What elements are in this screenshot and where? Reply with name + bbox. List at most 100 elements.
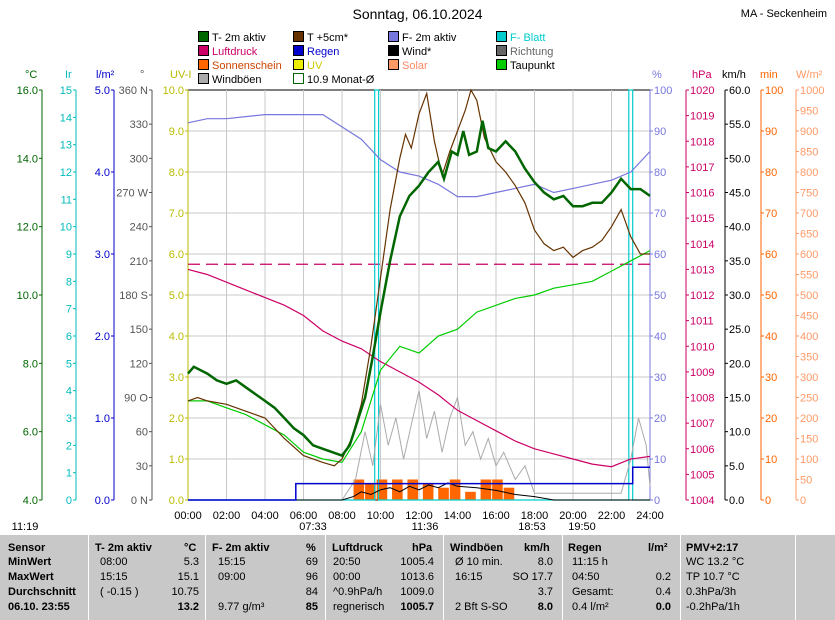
table-cell: 8.0 (537, 556, 553, 568)
legend-item: 10.9 Monat-Ø (293, 73, 374, 87)
axis-ir-unit: Ir (65, 69, 72, 81)
axis-solar-tick-label: 950 (800, 106, 818, 118)
table-cell: 0.2 (655, 571, 671, 583)
legend-swatch (293, 31, 304, 42)
axis-humidity-tick-label: 0 (654, 495, 660, 507)
axis-solar-tick-label: 300 (800, 372, 818, 384)
axis-solar-tick-label: 350 (800, 352, 818, 364)
axis-uv-unit: UV-I (170, 69, 191, 81)
legend-item: F- Blatt (496, 31, 545, 45)
axis-temp-tick-label: 4.0 (23, 495, 38, 507)
legend-swatch (198, 73, 209, 84)
axis-uv-tick-label: 7.0 (169, 208, 184, 220)
sunshine-bar (365, 483, 376, 500)
station-name: MA - Seckenheim (740, 8, 827, 20)
table-cell: 1009.0 (400, 586, 434, 598)
table-cell: TP 10.7 °C (686, 571, 740, 583)
legend-label: Windböen (212, 74, 262, 86)
legend-item: F- 2m aktiv (388, 31, 456, 45)
legend-swatch (388, 45, 399, 56)
weather-chart: 4.06.08.010.012.014.016.0°C0123456789101… (12, 69, 825, 533)
table-cell: Gesamt: (572, 586, 614, 598)
axis-direction-tick-label: 60 (136, 427, 148, 439)
axis-pressure-unit: hPa (692, 69, 712, 81)
table-cell: ( -0.15 ) (100, 586, 139, 598)
event-time-label: 11:36 (412, 521, 439, 533)
dewpoint-line (188, 250, 651, 464)
axis-humidity-tick-label: 60 (654, 249, 666, 261)
axis-wind-tick-label: 0.0 (729, 495, 744, 507)
table-cell: 84 (305, 586, 318, 598)
sunshine-bar (353, 479, 365, 500)
axis-pressure-tick-label: 1012 (690, 290, 714, 302)
axis-rain-tick-label: 5.0 (95, 85, 110, 97)
table-cell: Durchschnitt (8, 586, 76, 598)
axis-direction-tick-label: 150 (130, 324, 148, 336)
table-cell: 1013.6 (400, 571, 434, 583)
axis-direction-tick-label: 360 N (119, 85, 148, 97)
axis-uv-tick-label: 6.0 (169, 249, 184, 261)
table-cell: 0.4 l/m² (572, 601, 609, 613)
hdr-gust: Windböen (450, 542, 504, 554)
axis-rain-tick-label: 1.0 (95, 413, 110, 425)
axis-uv-tick-label: 4.0 (169, 331, 184, 343)
axis-pressure-tick-label: 1004 (690, 495, 714, 507)
axis-solar-tick-label: 500 (800, 290, 818, 302)
axis-ir-tick-label: 7 (66, 304, 72, 316)
table-cell: WC 13.2 °C (686, 556, 745, 568)
axis-humidity-tick-label: 50 (654, 290, 666, 302)
axis-rain-unit: l/m² (96, 69, 115, 81)
table-cell: MaxWert (8, 571, 54, 583)
sunshine-bar (449, 479, 461, 500)
axis-pressure-tick-label: 1015 (690, 213, 714, 225)
axis-humidity-tick-label: 20 (654, 413, 666, 425)
axis-pressure-tick-label: 1010 (690, 341, 714, 353)
axis-solar-tick-label: 0 (800, 495, 806, 507)
legend-label: Taupunkt (510, 60, 555, 72)
legend-swatch (496, 31, 507, 42)
table-cell: 96 (305, 571, 318, 583)
axis-ir-tick-label: 12 (60, 167, 72, 179)
legend-label: T +5cm* (307, 32, 349, 44)
axis-temp-tick-label: 6.0 (23, 427, 38, 439)
axis-temp-tick-label: 16.0 (17, 85, 38, 97)
time-tick-label: 06:00 (290, 510, 318, 522)
temperature-line (187, 120, 651, 458)
sunshine-bar (465, 491, 476, 500)
axis-wind-tick-label: 35.0 (729, 256, 750, 268)
table-cell: 00:00 (333, 571, 361, 583)
table-cell: 06.10. 23:55 (8, 601, 70, 613)
table-cell: regnerisch (333, 601, 385, 613)
axis-solar-tick-label: 50 (800, 475, 812, 487)
axis-ir-tick-label: 13 (60, 140, 72, 152)
axis-solar-tick-label: 100 (800, 454, 818, 466)
legend-swatch (388, 59, 399, 70)
axis-minutes-tick-label: 70 (765, 208, 777, 220)
table-cell: 9.77 g/m³ (218, 601, 265, 613)
hdr-pmv: PMV+2:17 (686, 542, 739, 554)
legend-swatch (198, 45, 209, 56)
table-cell: 0.0 (655, 601, 671, 613)
axis-ir-tick-label: 3 (66, 413, 72, 425)
axis-wind-tick-label: 5.0 (729, 461, 744, 473)
table-cell: ^0.9hPa/h (333, 586, 383, 598)
table-cell: 1005.7 (400, 601, 434, 613)
leaf-wetness-line (188, 89, 650, 501)
table-cell: 04:50 (572, 571, 600, 583)
axis-uv-tick-label: 8.0 (169, 167, 184, 179)
axis-ir-tick-label: 14 (60, 112, 72, 124)
summary-table: Sensor T- 2m aktiv °C F- 2m aktiv % Luft… (0, 535, 835, 620)
axis-rain-tick-label: 2.0 (95, 331, 110, 343)
axis-wind-tick-label: 20.0 (729, 358, 750, 370)
legend-item: Luftdruck (198, 45, 257, 59)
table-cell: 0.3hPa/3h (686, 586, 737, 598)
axis-direction-tick-label: 30 (136, 461, 148, 473)
axis-pressure-tick-label: 1014 (690, 239, 714, 251)
legend-item: Windböen (198, 73, 262, 87)
hdr-gust-unit: km/h (524, 542, 550, 554)
sunshine-bar (503, 487, 515, 500)
table-cell: 69 (305, 556, 318, 568)
hdr-hum: F- 2m aktiv (212, 542, 270, 554)
axis-pressure-tick-label: 1018 (690, 136, 714, 148)
time-tick-label: 24:00 (636, 510, 664, 522)
